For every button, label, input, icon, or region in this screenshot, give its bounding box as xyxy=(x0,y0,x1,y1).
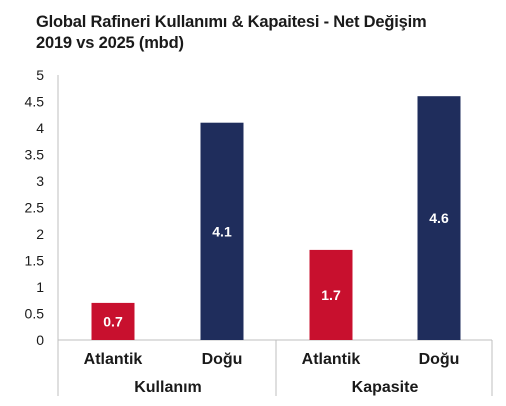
bar-dogu-kullanim xyxy=(200,122,244,340)
bar-value-label: 4.1 xyxy=(212,223,232,239)
bar-dogu-kapasite xyxy=(417,96,461,340)
bar-value-label: 0.7 xyxy=(103,313,123,329)
y-tick-label: 0.5 xyxy=(25,306,45,322)
y-tick-label: 1.5 xyxy=(25,253,45,269)
y-tick-label: 0 xyxy=(36,332,44,348)
title-line-1: Global Rafineri Kullanımı & Kapaitesi - … xyxy=(36,13,427,31)
y-tick-label: 3.5 xyxy=(25,147,45,163)
y-tick-label: 2 xyxy=(36,226,44,242)
bar-value-label: 1.7 xyxy=(321,287,341,303)
x-group-label: Kapasite xyxy=(352,379,419,396)
y-tick-label: 4 xyxy=(36,120,44,136)
bar-value-label: 4.6 xyxy=(429,210,449,226)
title-line-2: 2019 vs 2025 (mbd) xyxy=(36,34,184,52)
bar-atlantik-kullanim xyxy=(91,302,135,340)
y-tick-label: 5 xyxy=(36,67,44,83)
bar-atlantik-kapasite xyxy=(309,249,353,340)
chart-title: Global Rafineri Kullanımı & Kapaitesi - … xyxy=(36,12,427,54)
x-category-label: Doğu xyxy=(419,351,460,368)
y-tick-label: 3 xyxy=(36,173,44,189)
y-tick-label: 1 xyxy=(36,279,44,295)
x-category-label: Atlantik xyxy=(302,351,361,368)
x-category-label: Atlantik xyxy=(84,351,143,368)
x-category-label: Doğu xyxy=(202,351,243,368)
y-tick-label: 2.5 xyxy=(25,200,45,216)
x-group-label: Kullanım xyxy=(134,379,202,396)
y-tick-label: 4.5 xyxy=(25,94,45,110)
